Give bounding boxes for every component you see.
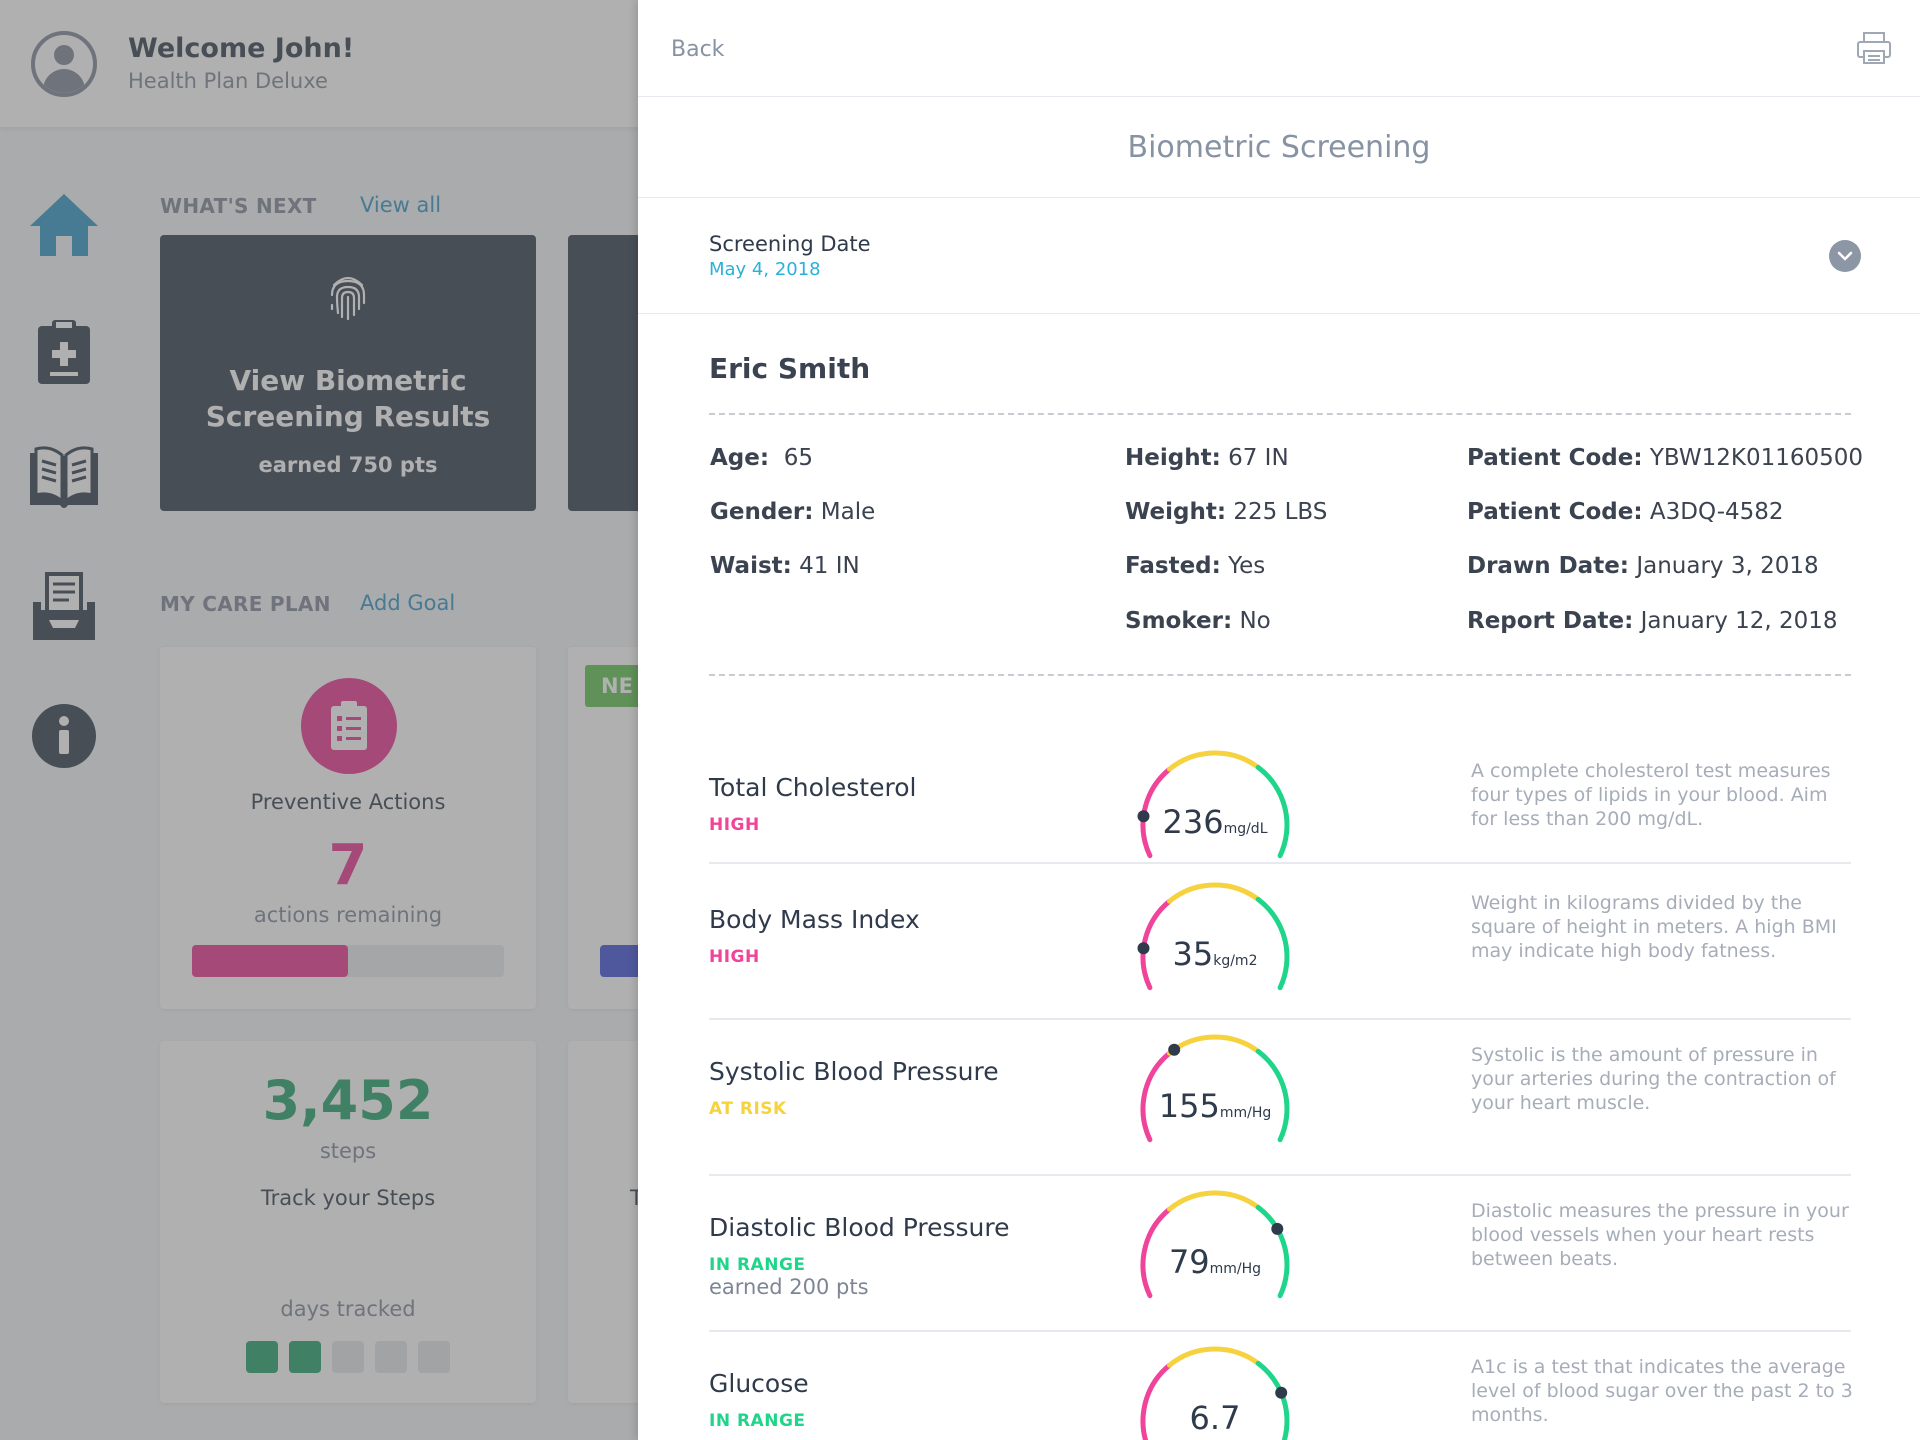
gauge-value: 236mg/dL (1162, 803, 1268, 841)
fasted-field: Fasted: Yes (1125, 553, 1266, 579)
panel-header: Back (638, 0, 1920, 97)
chevron-down-icon[interactable] (1829, 240, 1861, 272)
metric-name: Body Mass Index (709, 905, 920, 934)
screening-date-value: May 4, 2018 (709, 259, 821, 280)
gauge-segment (1255, 896, 1290, 991)
height-field: Height: 67 IN (1125, 445, 1289, 471)
biometric-panel: Back Biometric Screening Screening Date … (638, 0, 1920, 1440)
metric-points: earned 200 pts (709, 1275, 869, 1299)
gauge-segment (1167, 750, 1261, 772)
gauge-segment (1167, 882, 1261, 904)
gauge-segment (1140, 1050, 1172, 1143)
metric-gauge: 236mg/dL (1129, 739, 1301, 863)
gauge-segment (1255, 1360, 1290, 1440)
divider (709, 413, 1851, 415)
gauge-segment (1167, 1034, 1261, 1056)
gauge-segment (1140, 1362, 1172, 1440)
gauge-segment (1255, 764, 1290, 859)
gauge-needle-dot (1271, 1222, 1284, 1235)
overlay-scrim[interactable] (0, 0, 638, 1440)
gender-field: Gender: Male (710, 499, 876, 525)
metric-status: HIGH (709, 947, 760, 967)
gauge-segment (1167, 1190, 1261, 1212)
gauge-needle-dot (1137, 942, 1150, 955)
gauge-segment (1140, 1206, 1172, 1299)
gauge-needle-dot (1168, 1043, 1181, 1056)
gauge-value: 6.7 (1189, 1399, 1241, 1437)
metric-gauge: 6.7 (1129, 1335, 1301, 1440)
back-button[interactable]: Back (671, 37, 725, 62)
metric-description: Weight in kilograms divided by the squar… (1471, 892, 1837, 962)
metric-name: Glucose (709, 1369, 809, 1398)
gauge-needle-dot (1275, 1386, 1288, 1399)
gauge-value: 155mm/Hg (1158, 1087, 1272, 1125)
metric-row[interactable]: Diastolic Blood Pressure IN RANGE earned 2… (709, 1166, 1851, 1322)
screening-date-label: Screening Date (709, 232, 871, 256)
report-date-field: Report Date: January 12, 2018 (1467, 608, 1838, 634)
metric-gauge: 35kg/m2 (1129, 871, 1301, 995)
gauge-segment (1140, 898, 1172, 991)
smoker-field: Smoker: No (1125, 608, 1271, 634)
row-divider (709, 1174, 1851, 1176)
gauge-value: 79mm/Hg (1168, 1243, 1262, 1281)
metric-description: A1c is a test that indicates the average… (1471, 1356, 1853, 1426)
metric-status: IN RANGE (709, 1255, 806, 1275)
patient-code-field: Patient Code: YBW12K01160500 (1467, 445, 1864, 471)
waist-field: Waist: 41 IN (710, 553, 860, 579)
metric-status: IN RANGE (709, 1411, 806, 1431)
metric-status: HIGH (709, 815, 760, 835)
metric-row[interactable]: Glucose IN RANGE 6.7 A1c is a test that ind… (709, 1322, 1853, 1440)
gauge-segment (1255, 1204, 1290, 1299)
metric-gauge: 79mm/Hg (1129, 1179, 1301, 1303)
metric-row[interactable]: Systolic Blood Pressure AT RISK 155mm/Hg Sy… (709, 1010, 1851, 1166)
gauge-segment (1140, 766, 1172, 859)
row-divider (709, 1018, 1851, 1020)
metric-description: Systolic is the amount of pressure in yo… (1471, 1044, 1836, 1114)
metric-status: AT RISK (709, 1099, 787, 1119)
metric-gauge: 155mm/Hg (1129, 1023, 1301, 1147)
row-divider (709, 862, 1851, 864)
gauge-segment (1167, 1346, 1261, 1368)
panel-title: Biometric Screening (638, 97, 1920, 198)
metric-row[interactable]: Body Mass Index HIGH 35kg/m2 Weight in kilo… (709, 858, 1851, 1014)
metric-row[interactable]: Total Cholesterol HIGH 236mg/dL A complete … (709, 700, 1851, 859)
metric-name: Total Cholesterol (709, 773, 917, 802)
patient-code-field-2: Patient Code: A3DQ-4582 (1467, 499, 1784, 525)
screening-date-selector[interactable]: Screening Date May 4, 2018 (638, 198, 1920, 314)
metric-description: Diastolic measures the pressure in your … (1471, 1200, 1849, 1270)
gauge-segment (1255, 1048, 1290, 1143)
age-field: Age: 65 (710, 445, 813, 471)
gauge-value: 35kg/m2 (1172, 935, 1258, 973)
row-divider (709, 1330, 1851, 1332)
print-icon[interactable] (1856, 31, 1892, 69)
drawn-date-field: Drawn Date: January 3, 2018 (1467, 553, 1819, 579)
patient-name: Eric Smith (709, 352, 871, 385)
weight-field: Weight: 225 LBS (1125, 499, 1328, 525)
metric-description: A complete cholesterol test measures fou… (1471, 760, 1831, 830)
metric-name: Systolic Blood Pressure (709, 1057, 999, 1086)
divider (709, 674, 1851, 676)
metric-name: Diastolic Blood Pressure (709, 1213, 1010, 1242)
gauge-needle-dot (1137, 810, 1150, 823)
